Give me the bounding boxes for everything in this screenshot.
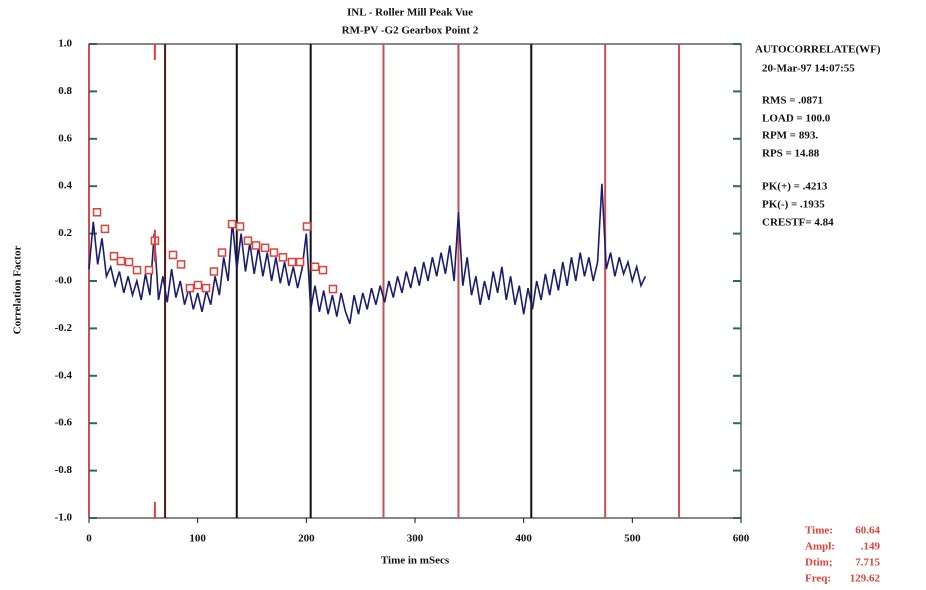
stat-text: RMS = .0871 [762,95,823,107]
y-tick-label: -0.6 [55,417,73,429]
peak-marker [168,250,178,260]
x-tick-label: 100 [189,533,206,545]
y-tick-label: -1.0 [55,512,73,524]
peak-marker [235,222,245,231]
readout-label: Ampl: [805,541,835,553]
x-tick-label: 500 [624,533,641,545]
x-tick-label: 0 [86,533,92,545]
readout-value: 7.715 [855,557,880,569]
stat-text: PK(+) = .4213 [762,181,828,193]
peak-marker [227,219,237,229]
peak-marker [109,251,119,261]
peak-marker [92,208,102,217]
peak-marker [287,257,297,267]
x-tick-label: 600 [733,533,750,545]
y-tick-label: -0.4 [55,369,73,381]
y-tick-label: -0.0 [55,275,73,287]
peak-marker [217,248,227,257]
peak-marker [132,265,142,275]
peak-marker [295,257,305,267]
y-tick-label: -0.8 [55,464,73,476]
peak-marker [243,236,253,245]
readout-value: 129.62 [850,573,881,585]
peak-marker [176,260,186,269]
peak-marker [201,283,211,293]
correlation-line [88,183,647,324]
y-tick-label: -0.2 [55,322,73,334]
stat-text: RPM = 893. [762,130,818,142]
peak-marker [269,248,279,257]
y-tick-label: 0.4 [58,180,72,192]
x-tick-label: 300 [407,533,424,545]
readout-value: .149 [861,541,881,553]
readout-label: Dtim; [805,557,833,569]
x-tick-label: 200 [298,533,315,545]
peak-marker [185,283,195,293]
peak-marker [193,280,203,290]
peak-marker [302,222,312,231]
peak-marker [328,284,338,294]
peak-marker [251,241,261,250]
peak-marker [260,243,270,253]
peak-marker [318,265,328,275]
y-tick-label: 0.8 [58,85,72,97]
stat-text: RPS = 14.88 [762,148,820,160]
peak-marker [310,262,320,272]
y-tick-label: 1.0 [58,38,72,50]
y-tick-label: 0.2 [58,227,72,239]
stat-text: CRESTF= 4.84 [762,217,834,229]
y-axis-label: Correlation Factor [12,246,24,335]
stat-text: PK(-) = .1935 [762,199,825,211]
readout-label: Time: [805,525,833,537]
peak-marker [124,257,134,267]
chart-subtitle: RM-PV -G2 Gearbox Point 2 [342,25,479,37]
stat-text: AUTOCORRELATE(WF) [755,44,881,56]
stat-text: 20-Mar-97 14:07:55 [762,63,855,75]
peak-marker [116,256,126,266]
peak-marker [278,253,288,262]
peak-marker [144,265,154,275]
peak-marker [100,224,110,234]
chart-title: INL - Roller Mill Peak Vue [347,7,473,19]
stat-text: LOAD = 100.0 [762,113,831,125]
readout-label: Freq: [805,573,831,585]
readout-value: 60.64 [855,525,880,537]
x-tick-label: 400 [515,533,532,545]
peak-marker [209,267,219,276]
x-axis-label: Time in mSecs [381,555,450,567]
y-tick-label: 0.6 [58,132,72,144]
